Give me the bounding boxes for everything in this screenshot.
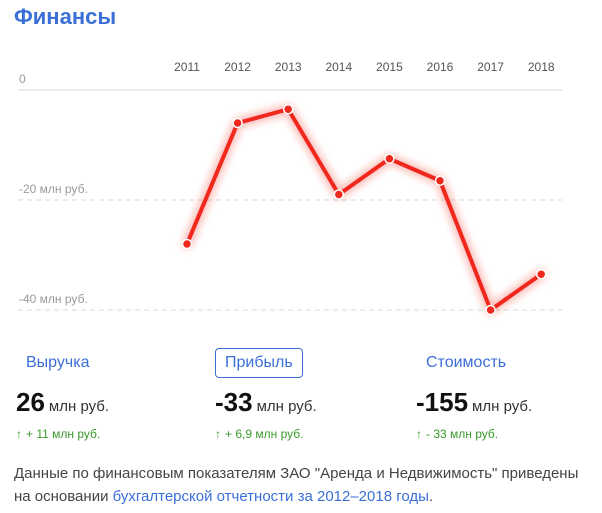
x-tick-label: 2018	[528, 60, 555, 74]
metric-value-delta: - 33 млн руб.	[426, 427, 499, 441]
page-title: Финансы	[14, 4, 117, 29]
data-point[interactable]	[485, 304, 496, 316]
x-tick-label: 2011	[174, 60, 200, 74]
x-tick-label: 2013	[275, 60, 302, 74]
arrow-up-icon: ↑	[416, 427, 422, 441]
series-line-glow	[182, 104, 546, 315]
x-tick-label: 2012	[224, 60, 251, 74]
x-tick-label: 2015	[376, 60, 403, 74]
note-end: .	[428, 488, 434, 505]
y-tick-label: -20 млн руб.	[19, 182, 88, 196]
metric-value-unit: млн руб.	[472, 398, 533, 415]
data-point[interactable]	[333, 189, 345, 200]
data-point[interactable]	[434, 175, 446, 186]
metric-profit-unit: млн руб.	[256, 398, 317, 415]
data-point[interactable]	[181, 238, 193, 250]
x-tick-label: 2017	[477, 60, 504, 74]
metric-value-delta-row: ↑ - 33 млн руб.	[416, 427, 532, 441]
metric-profit-delta: + 6,9 млн руб.	[225, 427, 304, 441]
data-point[interactable]	[282, 104, 294, 115]
metric-revenue-tab[interactable]: Выручка	[26, 354, 90, 371]
x-tick-label: 2016	[427, 60, 454, 74]
metric-value[interactable]: Стоимость -155 млн руб. ↑ - 33 млн руб.	[416, 348, 532, 441]
x-tick-label: 2014	[325, 60, 352, 74]
data-source-note: Данные по финансовым показателям ЗАО "Ар…	[14, 462, 594, 508]
metrics-panel: Выручка 26 млн руб. ↑ + 11 млн руб. Прибыл…	[0, 348, 602, 448]
note-text: Данные по финансовым показателям ЗАО "Ар…	[14, 465, 579, 505]
metric-profit-delta-row: ↑ + 6,9 млн руб.	[215, 427, 317, 441]
metric-profit[interactable]: Прибыль -33 млн руб. ↑ + 6,9 млн руб.	[215, 348, 317, 441]
accounting-report-link[interactable]: бухгалтерской отчетности за 2012–2018 го…	[112, 488, 429, 505]
metric-revenue-value: 26	[16, 387, 45, 417]
series-line	[185, 107, 544, 312]
metric-value-value: -155	[416, 387, 469, 417]
metric-profit-tab[interactable]: Прибыль	[215, 348, 303, 378]
profit-line-chart: 0 -20 млн руб. -40 млн руб. 2011 2012 2013 20…	[18, 60, 562, 316]
metric-revenue-delta: + 11 млн руб.	[26, 427, 101, 441]
y-tick-label: -40 млн руб.	[19, 292, 88, 306]
data-point[interactable]	[232, 117, 243, 129]
data-point[interactable]	[384, 153, 395, 164]
metric-revenue-delta-row: ↑ + 11 млн руб.	[16, 427, 109, 441]
arrow-up-icon: ↑	[16, 427, 22, 441]
metric-profit-value: -33	[215, 387, 253, 417]
metric-revenue[interactable]: Выручка 26 млн руб. ↑ + 11 млн руб.	[16, 348, 109, 441]
arrow-up-icon: ↑	[215, 427, 221, 441]
metric-value-tab[interactable]: Стоимость	[426, 354, 507, 371]
data-point[interactable]	[535, 269, 547, 280]
y-tick-label: 0	[19, 72, 26, 86]
metric-revenue-unit: млн руб.	[48, 398, 110, 415]
